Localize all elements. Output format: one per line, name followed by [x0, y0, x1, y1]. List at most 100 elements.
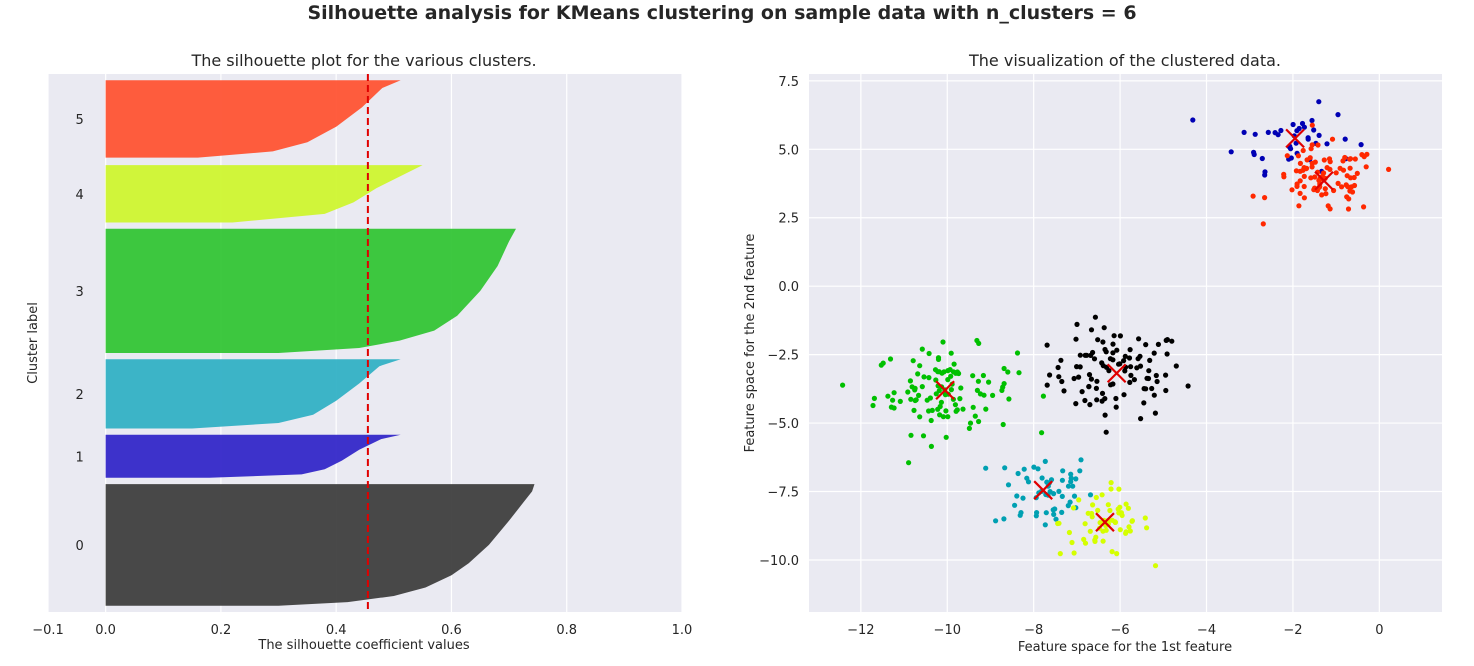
- scatter-point-cluster-0: [1094, 378, 1100, 384]
- scatter-point-cluster-5: [1335, 180, 1341, 186]
- scatter-point-cluster-5: [1262, 195, 1268, 201]
- scatter-point-cluster-4: [1107, 507, 1113, 514]
- cluster-label-2: 2: [76, 388, 84, 403]
- scatter-point-cluster-3: [926, 408, 932, 414]
- scatter-point-cluster-4: [1109, 517, 1115, 523]
- scatter-x-tick-label: 0: [1375, 623, 1383, 638]
- scatter-point-cluster-4: [1092, 538, 1098, 545]
- scatter-point-cluster-3: [916, 392, 922, 398]
- scatter-point-cluster-0: [1152, 410, 1158, 416]
- scatter-point-cluster-4: [1070, 505, 1077, 511]
- scatter-point-cluster-0: [1111, 333, 1117, 339]
- scatter-point-cluster-5: [1345, 206, 1352, 212]
- cluster-center-0: [1106, 363, 1127, 384]
- scatter-point-cluster-3: [897, 398, 903, 404]
- scatter-point-cluster-2: [1316, 99, 1322, 105]
- scatter-point-cluster-0: [1100, 339, 1106, 345]
- scatter-point-cluster-3: [966, 425, 973, 431]
- scatter-point-cluster-5: [1346, 196, 1352, 202]
- scatter-point-cluster-0: [1047, 372, 1053, 378]
- scatter-point-cluster-1: [1048, 477, 1055, 483]
- scatter-point-cluster-2: [1335, 112, 1341, 118]
- scatter-point-cluster-0: [1055, 364, 1061, 371]
- scatter-point-cluster-0: [1093, 385, 1099, 391]
- scatter-point-cluster-1: [1002, 465, 1008, 471]
- scatter-point-cluster-0: [1044, 382, 1050, 388]
- silhouette-x-tick-label: 0.4: [326, 623, 347, 638]
- scatter-point-cluster-2: [1272, 130, 1278, 136]
- scatter-y-axis-label: Feature space for the 2nd feature: [743, 234, 758, 453]
- scatter-point-cluster-0: [1086, 383, 1092, 390]
- scatter-point-cluster-3: [957, 396, 963, 402]
- scatter-x-tick-label: −8: [1024, 623, 1043, 638]
- scatter-point-cluster-3: [891, 390, 897, 396]
- scatter-point-cluster-5: [1294, 181, 1300, 187]
- scatter-point-cluster-5: [1315, 142, 1321, 148]
- scatter-point-cluster-5: [1250, 193, 1256, 199]
- scatter-point-cluster-2: [1190, 117, 1196, 123]
- scatter-point-cluster-0: [1163, 372, 1169, 378]
- silhouette-bands: [105, 80, 535, 606]
- scatter-point-cluster-3: [976, 340, 982, 346]
- scatter-point-cluster-0: [1102, 396, 1108, 402]
- scatter-point-cluster-3: [871, 395, 878, 401]
- scatter-point-cluster-5: [1300, 147, 1306, 154]
- scatter-point-cluster-0: [1137, 363, 1144, 369]
- scatter-point-cluster-0: [1151, 350, 1157, 356]
- scatter-point-cluster-0: [1082, 352, 1088, 358]
- scatter-point-cluster-0: [1113, 395, 1119, 402]
- silhouette-x-tick-label: 0.8: [556, 623, 577, 638]
- scatter-point-cluster-0: [1141, 400, 1147, 406]
- scatter-point-cluster-3: [919, 384, 925, 390]
- scatter-point-cluster-4: [1116, 486, 1122, 492]
- scatter-point-cluster-5: [1297, 168, 1303, 174]
- cluster-center-4: [1095, 512, 1115, 532]
- scatter-point-cluster-4: [1069, 539, 1075, 546]
- scatter-point-cluster-5: [1297, 160, 1303, 166]
- scatter-point-cluster-5: [1347, 165, 1353, 171]
- cluster-label-5: 5: [76, 113, 84, 128]
- scatter-point-cluster-5: [1301, 165, 1307, 171]
- scatter-point-cluster-4: [1125, 505, 1131, 511]
- scatter-point-cluster-3: [905, 389, 911, 395]
- scatter-point-cluster-3: [948, 387, 955, 393]
- scatter-point-cluster-0: [1122, 353, 1128, 359]
- cluster-scatter-plot: −12 −10 −8 −6 −4 −2 0 7.5 5.0 2.5 0.0 −2.5 −5.0 −7.5…: [743, 51, 1442, 655]
- silhouette-band-3: [105, 228, 517, 353]
- cluster-center-5: [1314, 171, 1334, 191]
- scatter-point-cluster-0: [1082, 397, 1088, 404]
- scatter-point-cluster-4: [1076, 497, 1082, 503]
- silhouette-x-tick-label: 0.6: [441, 623, 462, 638]
- scatter-point-cluster-0: [1101, 325, 1107, 331]
- scatter-point-cluster-0: [1141, 386, 1147, 392]
- scatter-x-tick-label: −12: [847, 623, 874, 638]
- scatter-point-cluster-3: [958, 385, 964, 391]
- scatter-point-cluster-5: [1304, 157, 1310, 163]
- cluster-label-0: 0: [76, 539, 84, 554]
- scatter-point-cluster-0: [1059, 378, 1065, 385]
- scatter-point-cluster-0: [1164, 351, 1170, 357]
- scatter-point-cluster-5: [1319, 192, 1325, 198]
- scatter-point-cluster-0: [1110, 341, 1116, 347]
- scatter-point-cluster-2: [1252, 131, 1258, 137]
- scatter-point-cluster-4: [1055, 520, 1061, 527]
- scatter-point-cluster-0: [1169, 338, 1175, 344]
- scatter-point-cluster-3: [974, 387, 981, 393]
- cluster-center-1: [1033, 480, 1053, 500]
- scatter-point-cluster-2: [1358, 142, 1364, 148]
- scatter-point-cluster-3: [1006, 396, 1012, 402]
- scatter-point-cluster-0: [1153, 372, 1159, 379]
- scatter-point-cluster-3: [880, 360, 886, 366]
- silhouette-plot-title: The silhouette plot for the various clus…: [190, 51, 536, 70]
- scatter-point-cluster-0: [1094, 397, 1100, 403]
- scatter-point-cluster-3: [945, 414, 951, 420]
- scatter-point-cluster-3: [943, 408, 949, 414]
- scatter-point-cluster-3: [840, 382, 846, 388]
- scatter-point-cluster-3: [887, 356, 894, 362]
- scatter-point-cluster-3: [935, 356, 942, 362]
- scatter-point-cluster-3: [986, 379, 992, 385]
- scatter-point-cluster-4: [1099, 492, 1105, 498]
- scatter-point-cluster-3: [940, 339, 946, 345]
- cluster-labels: 0 1 2 3 4 5: [76, 113, 84, 554]
- scatter-y-ticks: 7.5 5.0 2.5 0.0 −2.5 −5.0 −7.5 −10.0: [759, 75, 799, 569]
